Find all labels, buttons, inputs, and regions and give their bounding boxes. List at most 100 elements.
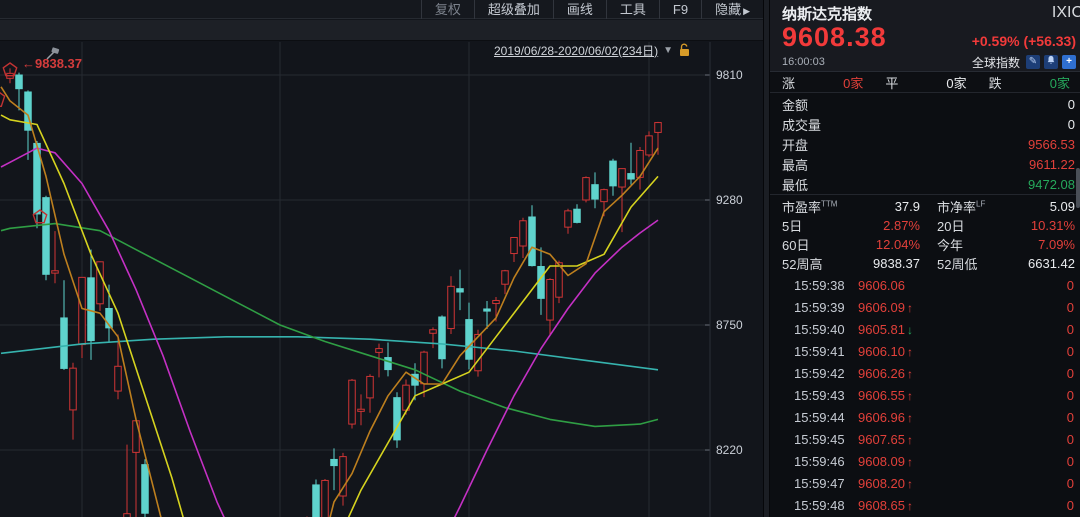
panel-scrollbar-thumb[interactable] [1076,168,1080,208]
candle [447,276,455,334]
tick-row: 15:59:40 9605.81 ↓ 0 [770,318,1080,340]
breadth-group: 平 0家 [873,73,976,92]
candle [609,158,617,196]
candle [483,300,491,330]
tick-price: 9606.26 ↑ [858,365,913,381]
candle [438,315,446,369]
stat-row: 最高 9611.22 [770,154,1080,174]
tick-price: 9606.10 ↑ [858,343,913,359]
up-arrow-icon: ↑ [907,476,913,491]
candle [339,452,347,506]
breadth-value: 0家 [946,76,967,91]
tick-volume: 0 [1066,343,1074,359]
tick-price: 9605.81 ↓ [858,321,913,337]
ma-line-MA20 [0,147,659,517]
quote-stats: 金额 0 成交量 0 开盘 9566.53 最高 9611.22 最低 9472.08 [770,94,1080,194]
tick-row: 15:59:41 9606.10 ↑ 0 [770,340,1080,362]
toolbar-item-工具[interactable]: 工具 [605,0,659,19]
toolbar-item-F9[interactable]: F9 [658,0,701,19]
candle [591,172,599,209]
ratio-cell: 60日 12.04% [770,235,925,254]
pin-marker-icon [46,47,60,60]
candle [60,280,68,370]
stat-label: 开盘 [782,137,809,153]
up-arrow-icon: ↑ [907,498,913,513]
pentagon-marker-icon[interactable] [32,209,48,224]
up-arrow-icon: ↑ [907,366,913,381]
ratio-value: 7.09% [1038,237,1075,252]
ratio-label: 市盈率TTM [782,199,838,215]
candle [123,444,131,517]
date-range-selector[interactable]: 2019/06/28-2020/06/02(234日) ▼ [494,42,691,58]
tick-price: 9608.20 ↑ [858,475,913,491]
toolbar-item-超级叠加[interactable]: 超级叠加 [473,0,553,19]
tick-time: 15:59:47 [794,475,845,491]
candle [42,195,50,281]
ma-line-MA250 [0,335,659,371]
toolbar-item-隐藏[interactable]: 隐藏 ▶ [701,0,763,19]
candlestick-chart[interactable]: 9810 9280 8750 8220 [0,0,763,517]
ma-line-MA60 [0,222,659,428]
tick-price: 9606.96 ↑ [858,409,913,425]
ratio-value: 37.9 [894,199,920,214]
panel-divider[interactable] [763,0,770,517]
tick-time: 15:59:40 [794,321,845,337]
candle [78,276,86,359]
candle [546,278,554,336]
ratio-cell: 52周低 6631.42 [925,254,1080,273]
stat-label: 成交量 [782,117,822,133]
y-axis-tick-label: 8220 [716,443,743,457]
ratio-value: 10.31% [1030,218,1075,233]
chart-toolbar: 复权 超级叠加 画线 工具 F9 隐藏 ▶ [0,0,763,19]
stat-row: 成交量 0 [770,114,1080,134]
tick-row: 15:59:39 9606.09 ↑ 0 [770,296,1080,318]
ratio-row: 52周高 9838.37 52周低 6631.42 [770,254,1080,273]
toolbar-item-复权[interactable]: 复权 [420,0,474,19]
tick-row: 15:59:46 9608.09 ↑ 0 [770,450,1080,472]
ratio-cell: 20日 10.31% [925,216,1080,235]
tick-price: 9606.06 [858,277,905,293]
candle [582,176,590,203]
week52-high-annotation: ←9838.37 [22,56,82,71]
lock-icon[interactable] [678,43,691,57]
candle [69,362,77,440]
toolbar-item-画线[interactable]: 画线 [552,0,606,19]
candle [348,379,356,429]
stat-value: 9566.53 [1028,136,1075,152]
ma-line-MA5 [0,86,659,517]
market-category-link[interactable]: 全球指数 [971,55,1020,70]
candle [429,327,437,349]
ratio-value: 12.04% [875,237,920,252]
bell-icon[interactable] [1044,55,1058,69]
quote-timestamp: 16:00:03 [782,56,825,68]
add-icon[interactable]: + [1062,55,1076,69]
candle [357,394,365,426]
submenu-arrow-icon: ▶ [743,5,750,16]
tick-time: 15:59:44 [794,409,845,425]
candle [519,217,527,259]
tick-time: 15:59:38 [794,277,845,293]
candle [636,146,644,190]
stat-label: 最高 [782,157,809,173]
stat-value: 9611.22 [1028,156,1075,172]
ratio-row: 60日 12.04% 今年 7.09% [770,235,1080,254]
tick-price: 9606.55 ↑ [858,387,913,403]
ratio-cell: 市盈率TTM 37.9 [770,197,925,216]
chevron-down-icon[interactable]: ▼ [663,44,674,56]
stat-row: 最低 9472.08 [770,174,1080,194]
date-range-label[interactable]: 2019/06/28-2020/06/02(234日) [494,43,659,58]
time-sales-list[interactable]: 15:59:38 9606.06 0 15:59:39 9606.09 ↑ 0 15:59:4… [770,274,1080,517]
market-breadth-row: 涨 0家 平 0家 跌 0家 [770,73,1080,93]
candle [501,269,509,295]
breadth-group: 跌 0家 [977,73,1080,92]
kline-chart-region[interactable]: 9810 9280 8750 8220 复权 超级叠加 画线 工具 F9 隐藏 ▶ 2019/06… [0,0,763,517]
price-change: +0.59% (+56.33) [971,33,1076,49]
breadth-group: 涨 0家 [770,73,873,92]
up-arrow-icon: ↑ [907,388,913,403]
candle [375,343,383,378]
tick-time: 15:59:48 [794,497,845,513]
pentagon-marker-icon[interactable] [0,90,6,108]
tick-volume: 0 [1066,431,1074,447]
pentagon-marker-icon[interactable] [2,62,18,77]
edit-icon[interactable]: ✎ [1026,55,1040,69]
